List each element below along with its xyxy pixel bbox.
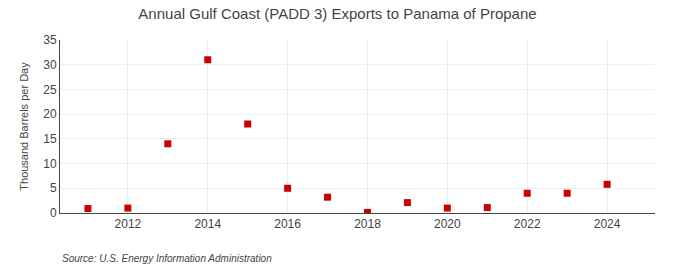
svg-text:25: 25 (43, 83, 57, 97)
svg-text:2014: 2014 (194, 217, 221, 231)
svg-text:5: 5 (50, 181, 57, 195)
svg-text:Thousand Barrels per Day: Thousand Barrels per Day (18, 62, 30, 191)
svg-text:35: 35 (43, 33, 57, 47)
svg-text:2018: 2018 (354, 217, 381, 231)
svg-text:2022: 2022 (514, 217, 541, 231)
svg-text:15: 15 (43, 132, 57, 146)
svg-text:20: 20 (43, 107, 57, 121)
svg-text:2024: 2024 (594, 217, 621, 231)
svg-text:2016: 2016 (274, 217, 301, 231)
svg-text:2020: 2020 (434, 217, 461, 231)
svg-text:0: 0 (50, 206, 57, 220)
svg-text:30: 30 (43, 58, 57, 72)
svg-text:Source: U.S. Energy Informatio: Source: U.S. Energy Information Administ… (62, 253, 272, 264)
svg-text:Annual Gulf Coast (PADD 3) Exp: Annual Gulf Coast (PADD 3) Exports to Pa… (138, 5, 536, 22)
svg-text:10: 10 (43, 157, 57, 171)
svg-text:2012: 2012 (115, 217, 142, 231)
